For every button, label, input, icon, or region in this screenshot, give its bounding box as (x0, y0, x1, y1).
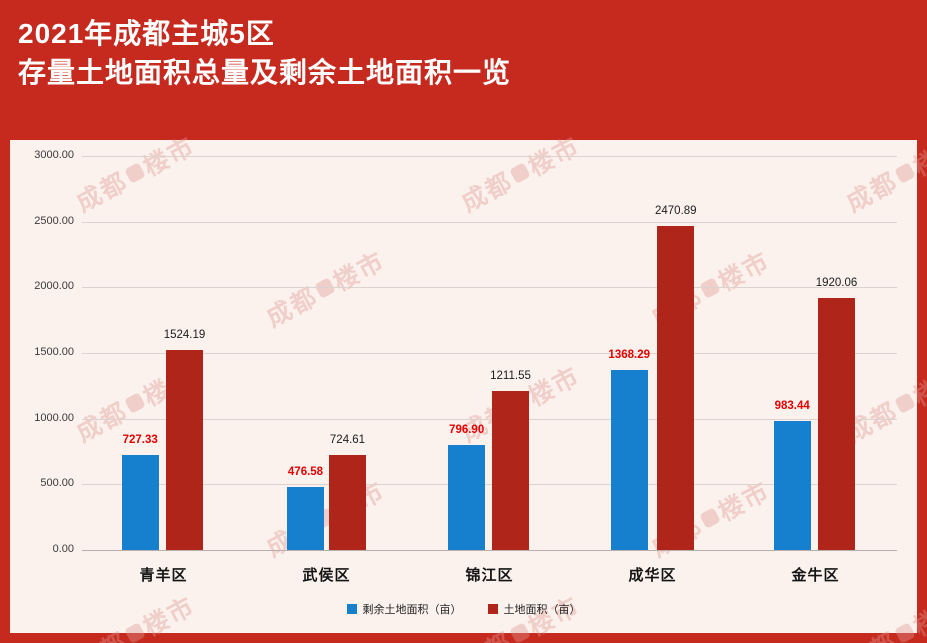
bar-value-label: 796.90 (449, 424, 485, 437)
y-axis-tick-label: 3000.00 (34, 149, 74, 161)
x-axis-category-label: 青羊区 (139, 567, 188, 584)
x-axis-category-label: 金牛区 (791, 567, 840, 584)
legend-item: 剩余土地面积（亩） (346, 601, 462, 617)
watermark-text: 成都 (839, 622, 904, 633)
panda-logo-icon (894, 162, 916, 184)
y-axis-tick-label: 500.00 (40, 477, 74, 489)
watermark-text: 楼市 (909, 140, 917, 182)
gridline (82, 550, 897, 551)
x-axis-category-label: 锦江区 (465, 567, 514, 584)
bar-column: 1368.29 (608, 349, 650, 550)
page-title: 2021年成都主城5区 存量土地面积总量及剩余土地面积一览 (18, 14, 511, 92)
legend-item: 土地面积（亩） (487, 601, 581, 617)
y-axis-tick-label: 2000.00 (34, 280, 74, 292)
panda-logo-icon (124, 622, 146, 633)
watermark-text: 成都 (454, 622, 519, 633)
bar-group: 983.44 1920.06 (734, 156, 897, 550)
bar-value-label: 2470.89 (655, 204, 697, 217)
bar-column: 983.44 (773, 399, 811, 550)
bar-group: 476.58 724.61 (245, 156, 408, 550)
bar-column: 2470.89 (655, 204, 697, 550)
bar-value-label: 1920.06 (815, 276, 858, 289)
gridline (82, 353, 897, 354)
gridline (82, 419, 897, 420)
bar-groups: 727.33 1524.19 476.58 724.61 796.90 1211.55 13… (82, 156, 897, 550)
gridline (82, 222, 897, 223)
legend-label: 土地面积（亩） (503, 604, 581, 616)
bar-total-land (817, 297, 855, 550)
legend: 剩余土地面积（亩） 土地面积（亩） (10, 601, 917, 617)
bar-total-land (165, 349, 203, 550)
gridline (82, 484, 897, 485)
bar-column: 796.90 (448, 424, 486, 550)
bar-value-label: 1368.29 (608, 349, 650, 362)
panda-logo-icon (894, 622, 916, 633)
bar-value-label: 983.44 (774, 399, 810, 412)
gridline (82, 287, 897, 288)
bar-column: 727.33 (121, 433, 159, 550)
bar-remaining-land (773, 420, 811, 550)
y-axis-tick-label: 1000.00 (34, 412, 74, 424)
bar-column: 1920.06 (815, 276, 858, 550)
bar-value-label: 724.61 (329, 433, 366, 446)
bar-group: 796.90 1211.55 (408, 156, 571, 550)
x-axis-category-label: 武侯区 (302, 567, 351, 584)
watermark-text: 楼市 (909, 361, 917, 412)
title-line-2: 存量土地面积总量及剩余土地面积一览 (18, 57, 512, 88)
gridline (82, 156, 897, 157)
bar-total-land (329, 454, 366, 550)
legend-swatch (487, 604, 498, 614)
bar-column: 724.61 (329, 434, 366, 550)
bar-column: 1524.19 (163, 328, 206, 550)
bar-value-label: 1524.19 (163, 328, 206, 341)
bar-total-land (492, 390, 529, 550)
bar-group: 1368.29 2470.89 (571, 156, 734, 550)
bar-remaining-land (610, 370, 648, 550)
bar-column: 476.58 (287, 466, 324, 550)
bar-value-label: 1211.55 (490, 369, 531, 382)
panda-logo-icon (894, 392, 916, 414)
y-axis-tick-label: 2500.00 (34, 215, 74, 227)
y-axis-tick-label: 0.00 (52, 543, 74, 555)
y-axis-tick-label: 1500.00 (34, 346, 74, 358)
bar-remaining-land (287, 487, 324, 550)
legend-label: 剩余土地面积（亩） (362, 604, 462, 616)
legend-swatch (346, 604, 357, 614)
bar-column: 1211.55 (490, 370, 531, 550)
bar-value-label: 476.58 (287, 466, 324, 479)
bar-remaining-land (121, 454, 159, 550)
panda-logo-icon (509, 622, 531, 633)
title-line-1: 2021年成都主城5区 (18, 18, 275, 49)
x-axis-category-label: 成华区 (628, 567, 677, 584)
bar-remaining-land (448, 445, 486, 550)
bar-value-label: 727.33 (122, 433, 158, 446)
plot-area: 3000.00 2500.00 2000.00 1500.00 1000.00 500.0… (34, 149, 897, 555)
bar-total-land (657, 225, 695, 550)
bar-group: 727.33 1524.19 (82, 156, 245, 550)
watermark-text: 成都 (69, 622, 134, 633)
x-axis: 青羊区 武侯区 锦江区 成华区 金牛区 (82, 564, 897, 585)
chart-card: 成都楼市成都楼市成都楼市成都楼市成都楼市成都楼市成都楼市成都楼市成都楼市成都楼市… (10, 140, 917, 633)
